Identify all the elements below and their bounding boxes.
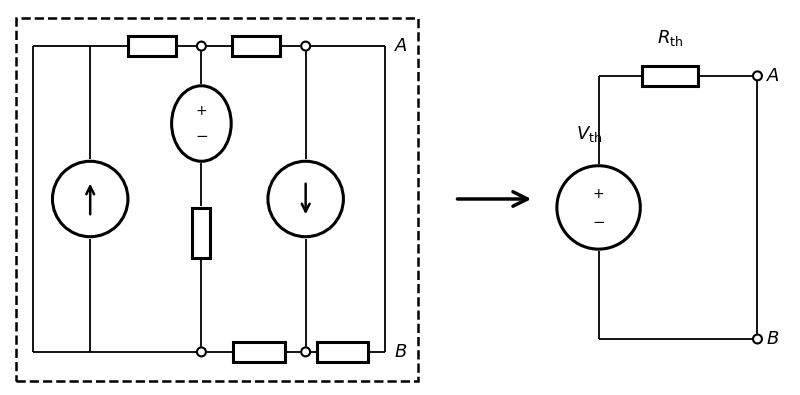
- Bar: [232, 36, 280, 56]
- Text: $B$: $B$: [394, 343, 407, 361]
- Text: $A$: $A$: [766, 67, 781, 85]
- Text: $R_{\mathrm{th}}$: $R_{\mathrm{th}}$: [657, 28, 683, 48]
- Bar: [128, 36, 175, 56]
- Circle shape: [197, 41, 206, 51]
- Text: $V_{\mathrm{th}}$: $V_{\mathrm{th}}$: [575, 124, 602, 144]
- Circle shape: [301, 41, 310, 51]
- Text: $B$: $B$: [766, 330, 780, 348]
- Circle shape: [301, 348, 310, 356]
- Circle shape: [197, 348, 206, 356]
- Text: +: +: [593, 187, 605, 201]
- Text: −: −: [592, 214, 605, 229]
- Circle shape: [753, 335, 762, 344]
- Ellipse shape: [172, 86, 231, 161]
- Circle shape: [753, 71, 762, 80]
- Text: $A$: $A$: [394, 37, 408, 55]
- Ellipse shape: [557, 166, 640, 249]
- Bar: [193, 208, 210, 258]
- Bar: [317, 342, 368, 362]
- Bar: [233, 342, 285, 362]
- Ellipse shape: [53, 161, 128, 237]
- Bar: [642, 66, 698, 86]
- Ellipse shape: [268, 161, 343, 237]
- Text: +: +: [195, 104, 207, 118]
- Text: −: −: [195, 129, 208, 144]
